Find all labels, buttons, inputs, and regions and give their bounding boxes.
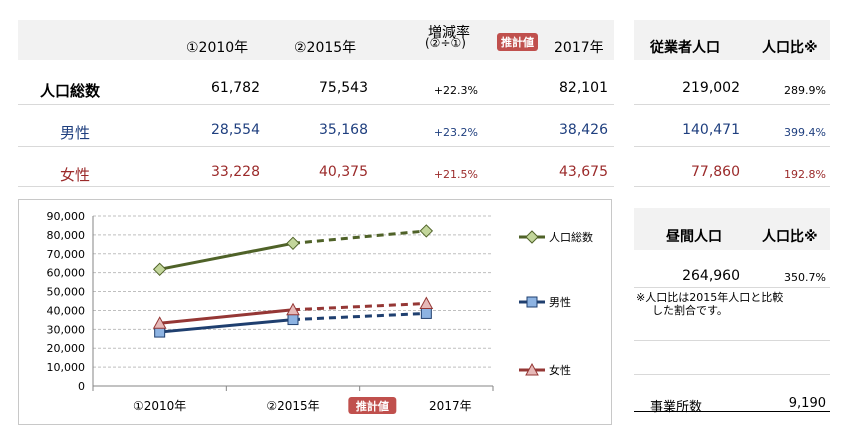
male-workers: 140,471 bbox=[682, 122, 740, 138]
row-label-male: 男性 bbox=[60, 124, 91, 142]
female-workers: 77,860 bbox=[691, 164, 740, 180]
total-ratio: 289.9% bbox=[784, 84, 826, 97]
x-tick-label: 2017年 bbox=[429, 399, 472, 413]
header-ratio: 人口比※ bbox=[762, 40, 818, 56]
x-tick-label: ②2015年 bbox=[266, 399, 319, 413]
y-tick-label: 50,000 bbox=[47, 286, 86, 299]
header-growth-line2: (②÷①) bbox=[425, 36, 466, 50]
row-separator bbox=[634, 340, 830, 341]
male-2010: 28,554 bbox=[211, 122, 260, 138]
male-growth: +23.2% bbox=[433, 126, 478, 139]
row-separator bbox=[18, 104, 614, 105]
series-point-0-1 bbox=[286, 236, 300, 251]
population-chart: 0 10,000 20,000 30,000 40,000 50,000 60,000 70,… bbox=[18, 199, 612, 425]
female-ratio: 192.8% bbox=[784, 168, 826, 181]
row-separator bbox=[18, 146, 614, 147]
header-workers: 従業者人口 bbox=[650, 40, 720, 56]
total-growth: +22.3% bbox=[433, 84, 478, 97]
row-separator bbox=[634, 186, 830, 187]
male-2015: 35,168 bbox=[319, 122, 368, 138]
total-2017: 82,101 bbox=[559, 80, 608, 96]
y-tick-label: 90,000 bbox=[47, 210, 86, 223]
series-point-2-2 bbox=[419, 296, 434, 310]
population-chart-svg: 0 10,000 20,000 30,000 40,000 50,000 60,000 70,… bbox=[47, 210, 593, 414]
y-tick-label: 10,000 bbox=[47, 361, 86, 374]
legend-marker-2 bbox=[525, 362, 539, 376]
series-line-estimate-1 bbox=[292, 311, 427, 322]
series-point-0-2 bbox=[419, 224, 434, 238]
establishments-label: 事業所数 bbox=[650, 400, 703, 415]
series-point-0-0 bbox=[152, 262, 167, 277]
y-tick-label: 30,000 bbox=[47, 323, 86, 336]
chart-estimate-badge bbox=[348, 397, 397, 414]
male-ratio: 399.4% bbox=[784, 126, 826, 139]
female-2015: 40,375 bbox=[319, 164, 368, 180]
series-point-1-1 bbox=[287, 314, 299, 326]
legend-label-1: 男性 bbox=[549, 295, 571, 309]
ratio-note-line2: した割合です。 bbox=[652, 304, 728, 317]
ratio-note-line1: ※人口比は2015年人口と比較 bbox=[636, 291, 784, 304]
header-2010: ①2010年 bbox=[186, 40, 249, 56]
y-tick-label: 20,000 bbox=[47, 342, 86, 355]
female-growth: +21.5% bbox=[433, 168, 478, 181]
legend-marker-0 bbox=[525, 230, 539, 244]
series-point-2-1 bbox=[286, 302, 300, 316]
daytime-separator bbox=[634, 287, 830, 288]
series-point-1-2 bbox=[420, 307, 432, 319]
x-tick-label: ①2010年 bbox=[133, 399, 186, 413]
male-2017: 38,426 bbox=[559, 122, 608, 138]
daytime-header-band bbox=[634, 208, 830, 250]
estimate-badge: 推計値 bbox=[497, 33, 538, 51]
y-tick-label: 80,000 bbox=[47, 229, 86, 242]
total-2015: 75,543 bbox=[319, 80, 368, 96]
total-workers: 219,002 bbox=[682, 80, 740, 96]
row-separator bbox=[18, 186, 614, 187]
legend-marker-1 bbox=[526, 296, 538, 308]
daytime-value: 264,960 bbox=[682, 268, 740, 284]
legend-label-2: 女性 bbox=[549, 363, 571, 377]
establishments-underline bbox=[634, 411, 830, 412]
row-separator bbox=[634, 104, 830, 105]
total-2010: 61,782 bbox=[211, 80, 260, 96]
legend-label-0: 人口総数 bbox=[549, 230, 593, 244]
series-line-1 bbox=[159, 318, 294, 334]
header-growth-line1: 増減率 bbox=[428, 25, 470, 41]
daytime-ratio: 350.7% bbox=[784, 271, 826, 284]
series-line-2 bbox=[159, 308, 294, 325]
female-2017: 43,675 bbox=[559, 164, 608, 180]
row-separator bbox=[634, 374, 830, 375]
daytime-title: 昼間人口 bbox=[666, 229, 722, 245]
y-tick-label: 40,000 bbox=[47, 304, 86, 317]
series-line-estimate-0 bbox=[292, 229, 427, 245]
row-label-female: 女性 bbox=[60, 166, 91, 184]
series-line-0 bbox=[159, 241, 294, 271]
workers-header-band bbox=[634, 20, 830, 60]
header-2015: ②2015年 bbox=[294, 40, 357, 56]
establishments-value: 9,190 bbox=[788, 396, 826, 411]
series-line-estimate-2 bbox=[292, 302, 427, 312]
row-label-total: 人口総数 bbox=[40, 82, 101, 100]
y-tick-label: 70,000 bbox=[47, 248, 86, 261]
chart-estimate-badge-label: 推計値 bbox=[356, 399, 389, 413]
female-2010: 33,228 bbox=[211, 164, 260, 180]
daytime-ratio-header: 人口比※ bbox=[762, 229, 818, 245]
header-2017: 2017年 bbox=[554, 40, 604, 56]
y-tick-label: 0 bbox=[78, 380, 85, 393]
series-point-2-0 bbox=[152, 316, 167, 329]
y-tick-label: 60,000 bbox=[47, 267, 86, 280]
row-separator bbox=[634, 146, 830, 147]
